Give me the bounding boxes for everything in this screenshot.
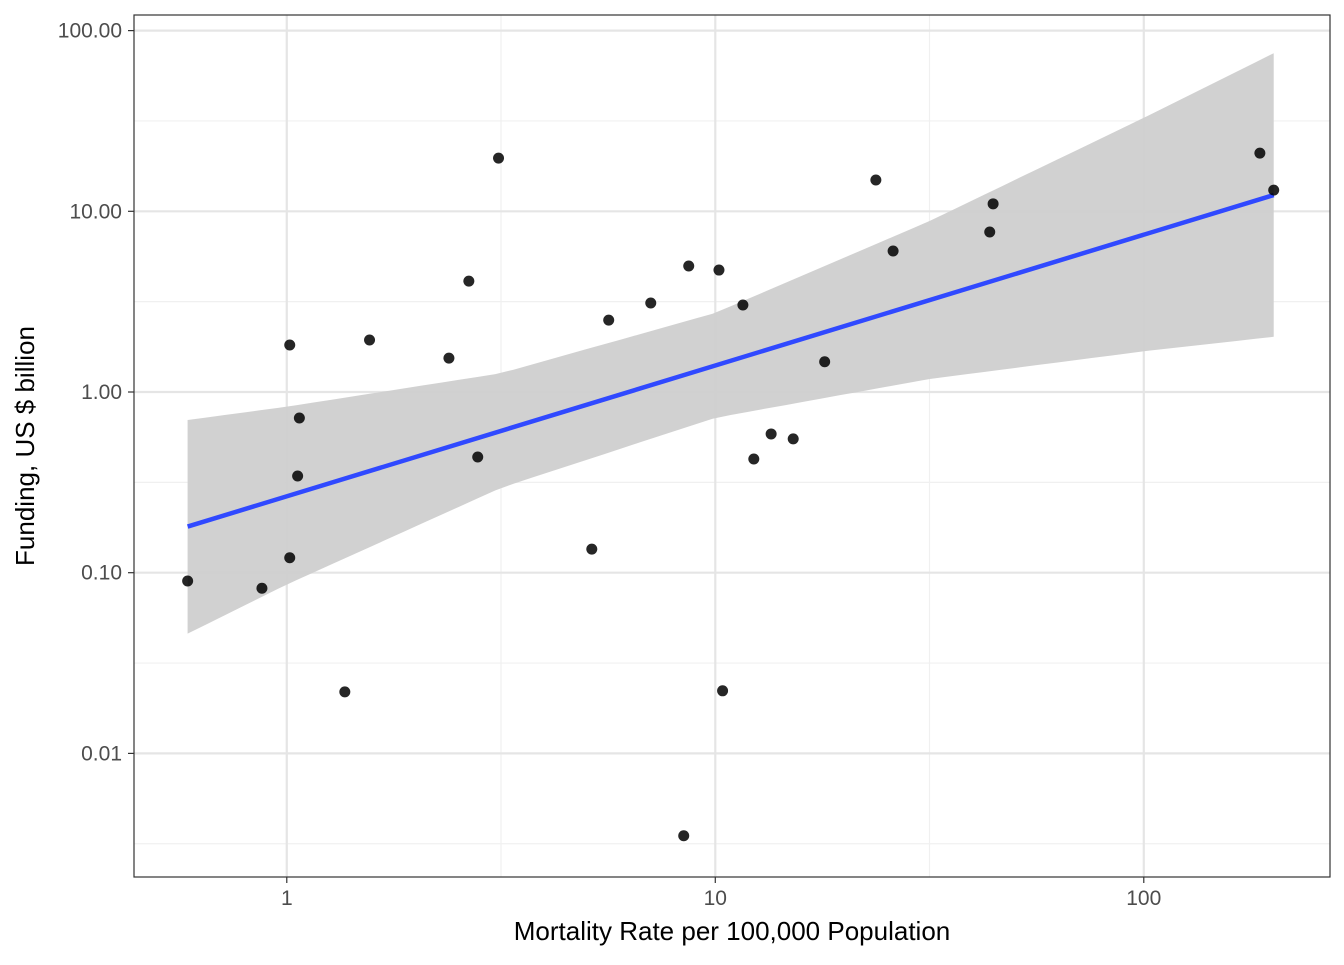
data-point — [364, 334, 376, 346]
confidence-ribbon-group — [187, 53, 1274, 634]
data-point — [678, 830, 690, 842]
data-point — [737, 299, 749, 311]
data-point — [603, 314, 615, 326]
confidence-ribbon — [187, 53, 1274, 634]
fit-line — [186, 192, 1275, 529]
y-tick-label: 0.01 — [81, 742, 122, 765]
data-point — [765, 428, 777, 440]
x-tick-label: 1 — [281, 887, 293, 910]
data-point — [293, 412, 305, 424]
data-point — [292, 470, 304, 482]
data-point — [887, 245, 899, 257]
data-point — [472, 451, 484, 463]
panel-border — [133, 14, 1331, 878]
fit-line-group — [186, 192, 1275, 529]
x-tick-label: 100 — [1126, 887, 1161, 910]
data-point — [182, 575, 194, 587]
data-point — [984, 226, 996, 238]
y-axis-label: Funding, US $ billion — [10, 326, 40, 566]
data-point — [284, 339, 296, 351]
y-tick-label: 10.00 — [69, 200, 122, 223]
data-point — [443, 352, 455, 364]
data-point — [717, 685, 729, 697]
data-point — [493, 152, 505, 164]
y-axis-ticks: 100.00 10.00 1.00 0.10 0.01 — [58, 20, 134, 765]
data-point — [1268, 184, 1280, 196]
data-point — [987, 198, 999, 210]
x-tick-label: 10 — [704, 887, 727, 910]
data-point — [463, 275, 475, 287]
data-point — [645, 297, 657, 309]
data-point — [256, 582, 268, 594]
data-point — [339, 686, 351, 698]
y-tick-label: 0.10 — [81, 562, 122, 585]
y-tick-label: 1.00 — [81, 381, 122, 404]
data-point — [586, 543, 598, 555]
data-point — [819, 356, 831, 368]
data-point — [284, 552, 296, 564]
data-point — [683, 260, 695, 272]
data-point — [1254, 147, 1266, 159]
data-point — [748, 453, 760, 465]
data-points — [182, 147, 1280, 842]
data-point — [787, 433, 799, 445]
y-tick-label: 100.00 — [58, 20, 122, 43]
x-axis-label: Mortality Rate per 100,000 Population — [514, 916, 951, 946]
x-axis-ticks: 1 10 100 — [281, 877, 1161, 910]
data-point — [713, 264, 725, 276]
data-point — [870, 174, 882, 186]
